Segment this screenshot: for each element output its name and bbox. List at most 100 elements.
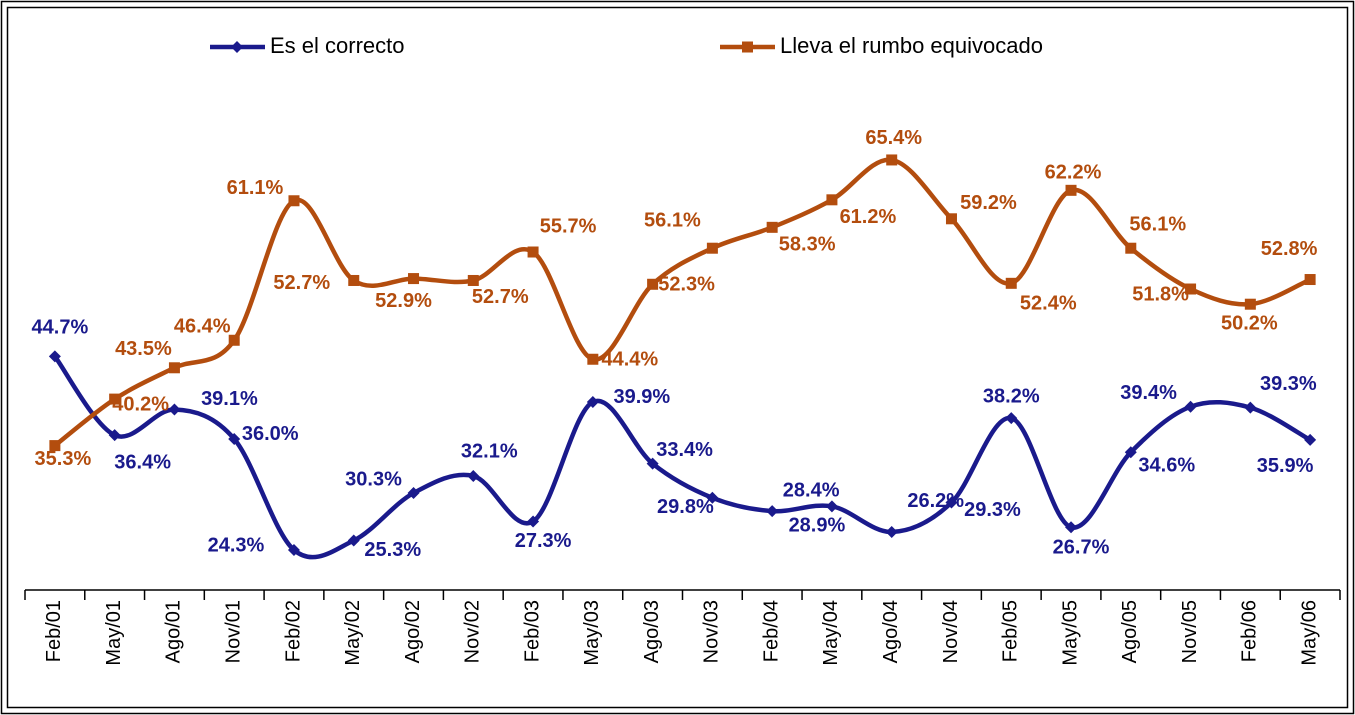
marker: [766, 221, 778, 233]
marker: [1005, 277, 1017, 289]
data-label: 50.2%: [1221, 312, 1278, 334]
x-tick-label: May/05: [1059, 600, 1081, 666]
x-tick-label: Nov/02: [462, 600, 484, 663]
data-label: 36.4%: [114, 451, 171, 473]
data-label: 39.1%: [201, 388, 258, 410]
data-label: 44.7%: [32, 317, 89, 339]
marker: [706, 491, 719, 504]
data-label: 32.1%: [461, 440, 518, 462]
marker: [1125, 242, 1137, 254]
x-tick-label: Feb/03: [521, 600, 543, 662]
legend-marker: [231, 41, 243, 53]
x-tick-label: May/01: [103, 600, 125, 666]
marker: [945, 496, 958, 509]
x-tick-label: Nov/05: [1179, 600, 1201, 663]
legend-label: Lleva el rumbo equivocado: [780, 33, 1043, 58]
legend-marker: [742, 41, 753, 53]
x-tick-label: Nov/03: [701, 600, 723, 663]
data-label: 46.4%: [174, 316, 231, 338]
marker: [647, 278, 659, 290]
marker: [228, 432, 241, 445]
data-label: 56.1%: [644, 209, 701, 231]
marker: [408, 273, 420, 285]
data-label: 52.7%: [273, 272, 330, 294]
data-label: 33.4%: [656, 439, 713, 461]
marker: [168, 362, 180, 374]
data-label: 29.3%: [964, 499, 1021, 521]
data-label: 24.3%: [208, 534, 265, 556]
data-label: 56.1%: [1129, 213, 1186, 235]
marker: [1065, 521, 1078, 534]
marker: [1304, 274, 1316, 286]
marker: [1244, 298, 1256, 310]
marker: [826, 194, 838, 206]
marker: [527, 246, 539, 258]
marker: [407, 487, 420, 500]
marker: [1185, 283, 1197, 295]
data-label: 25.3%: [364, 539, 421, 561]
data-label: 39.4%: [1120, 382, 1177, 404]
x-tick-label: May/04: [820, 600, 842, 666]
data-label: 35.3%: [35, 448, 92, 470]
inner-frame: [6, 6, 1349, 709]
data-label: 30.3%: [345, 468, 402, 490]
x-tick-label: Nov/04: [940, 600, 962, 663]
data-label: 61.2%: [840, 206, 897, 228]
data-label: 38.2%: [983, 385, 1040, 407]
marker: [48, 350, 61, 363]
data-label: 28.4%: [783, 479, 840, 501]
data-label: 59.2%: [960, 192, 1017, 214]
x-tick-label: May/06: [1298, 600, 1320, 666]
x-tick-label: Feb/04: [760, 600, 782, 662]
data-label: 27.3%: [515, 530, 572, 552]
marker: [1244, 401, 1257, 414]
marker: [527, 515, 540, 528]
data-label: 52.3%: [658, 274, 715, 296]
data-label: 52.4%: [1020, 293, 1077, 315]
data-label: 52.7%: [472, 286, 529, 308]
data-label: 52.8%: [1261, 238, 1318, 260]
marker: [1065, 184, 1077, 196]
x-tick-label: Feb/06: [1239, 600, 1261, 662]
series-line: [53, 157, 1312, 448]
marker: [646, 457, 659, 470]
data-label: 26.7%: [1053, 536, 1110, 558]
data-label: 28.9%: [789, 515, 846, 537]
marker: [586, 395, 599, 408]
marker: [1124, 446, 1137, 459]
data-label: 29.8%: [657, 496, 714, 518]
x-tick-label: Ago/01: [163, 600, 185, 663]
data-label: 62.2%: [1045, 162, 1102, 184]
marker: [228, 334, 240, 346]
marker: [109, 393, 121, 405]
marker: [108, 429, 121, 442]
data-label: 43.5%: [115, 338, 172, 360]
legend-label: Es el correcto: [270, 33, 405, 58]
marker: [168, 403, 181, 416]
marker: [467, 274, 479, 286]
marker: [885, 525, 898, 538]
data-label: 51.8%: [1132, 283, 1189, 305]
marker: [1005, 412, 1018, 425]
x-tick-label: May/02: [342, 600, 364, 666]
data-label: 52.9%: [375, 290, 432, 312]
x-tick-label: Feb/01: [43, 600, 65, 662]
x-tick-label: Feb/05: [1000, 600, 1022, 662]
data-label: 58.3%: [779, 234, 836, 256]
data-label: 39.9%: [613, 386, 670, 408]
data-label: 36.0%: [242, 423, 299, 445]
x-tick-label: Ago/02: [402, 600, 424, 663]
marker: [766, 505, 779, 518]
marker: [288, 195, 300, 207]
data-label: 55.7%: [540, 215, 597, 237]
marker: [49, 440, 61, 452]
x-tick-label: May/03: [581, 600, 603, 666]
marker: [825, 500, 838, 513]
marker: [886, 154, 898, 166]
marker: [1184, 400, 1197, 413]
marker: [287, 543, 300, 556]
x-tick-label: Ago/05: [1119, 600, 1141, 663]
marker: [945, 213, 957, 225]
